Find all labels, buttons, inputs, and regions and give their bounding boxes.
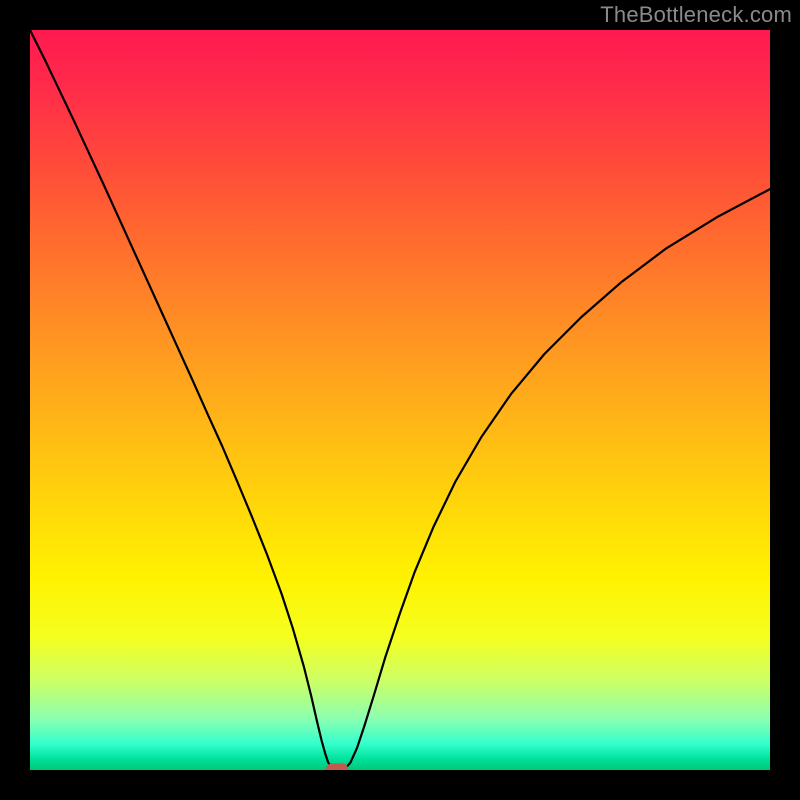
chart-frame: TheBottleneck.com — [0, 0, 800, 800]
plot-area — [30, 30, 770, 770]
heat-gradient-background — [30, 30, 770, 770]
optimum-marker — [326, 763, 348, 770]
bottleneck-chart — [30, 30, 770, 770]
watermark-text: TheBottleneck.com — [600, 2, 792, 28]
